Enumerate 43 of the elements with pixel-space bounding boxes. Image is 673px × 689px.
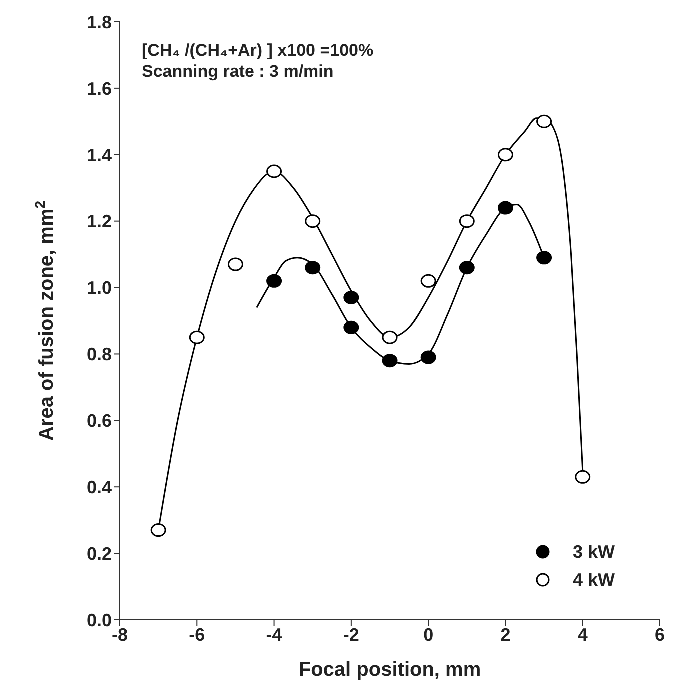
point [382,354,398,368]
y-tick-label: 0.8 [86,344,112,365]
point [189,330,205,344]
x-axis-title: Focal position, mm [298,659,482,681]
point [420,274,436,288]
x-tick-label: -4 [266,624,282,645]
point [305,214,321,228]
point [459,261,475,275]
point [459,214,475,228]
x-tick-label: -8 [112,624,128,645]
x-tick-label: 4 [578,624,588,645]
x-tick-label: 6 [654,624,666,645]
y-tick-label: 1.4 [86,145,112,166]
y-tick-label: 1.6 [86,78,112,99]
point [305,261,321,275]
point [498,148,514,162]
legend-label: 4 kW [572,570,615,590]
point [382,330,398,344]
point [266,164,282,178]
y-tick-label: 1.0 [86,278,112,298]
point [344,290,360,304]
x-tick-label: 0 [424,624,434,645]
y-tick-label: 0.0 [86,610,112,630]
y-tick-label: 0.4 [86,478,112,498]
point [536,251,552,265]
annotation: Scanning rate : 3 m/min [142,61,335,82]
y-tick-label: 0.2 [86,544,112,564]
point [228,258,244,272]
point [498,201,514,215]
legend-label: 3 kW [572,542,615,562]
point [150,524,166,538]
y-tick-label: 1.8 [86,12,112,32]
annotation: [CH₄ /(CH₄+Ar) ] x100 =100% [142,40,374,61]
x-tick-label: -6 [189,624,206,645]
y-tick-label: 0.6 [86,411,112,432]
point [266,274,282,288]
point [344,320,360,334]
x-tick-label: 2 [500,624,511,645]
point [536,114,552,128]
point [575,470,591,484]
point [420,350,436,364]
x-tick-label: -2 [343,624,360,645]
y-tick-label: 1.2 [86,212,112,232]
